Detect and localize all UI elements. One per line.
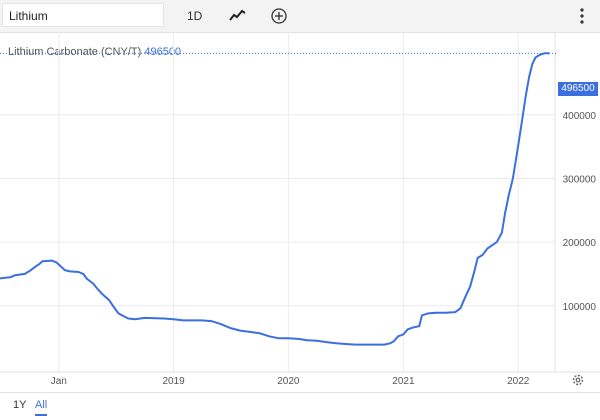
price-series-line [0,52,550,346]
y-tick-label: 400000 [563,111,597,122]
x-tick-label: Jan [51,376,67,387]
range-selector: 1Y All [0,392,600,420]
chart-area[interactable]: Jan 2019 2020 2021 2022 100000 200000 300000 400… [0,32,600,392]
last-price-label: 496500 [558,82,598,96]
search-input[interactable] [9,7,159,25]
add-indicator-icon[interactable] [269,6,289,26]
toolbar: 1D [0,0,600,33]
y-tick-label: 200000 [563,238,597,249]
x-tick-label: 2019 [162,376,185,387]
settings-icon[interactable] [571,373,585,387]
chart-title-text: Lithium Carbonate (CNY/T) [8,46,142,58]
x-tick-label: 2022 [507,376,530,387]
y-tick-label: 100000 [563,302,597,313]
x-tick-label: 2020 [277,376,300,387]
range-1y-button[interactable]: 1Y [13,399,27,411]
more-options-icon[interactable] [572,6,592,26]
line-chart-icon[interactable] [227,6,247,26]
interval-button[interactable]: 1D [187,9,203,23]
search-box[interactable] [2,3,164,27]
chart-last-value: 496500 [144,46,182,58]
x-tick-label: 2021 [392,376,415,387]
y-tick-label: 300000 [563,174,597,185]
range-all-button[interactable]: All [35,398,48,416]
chart-title: Lithium Carbonate (CNY/T) 496500 [8,46,181,58]
